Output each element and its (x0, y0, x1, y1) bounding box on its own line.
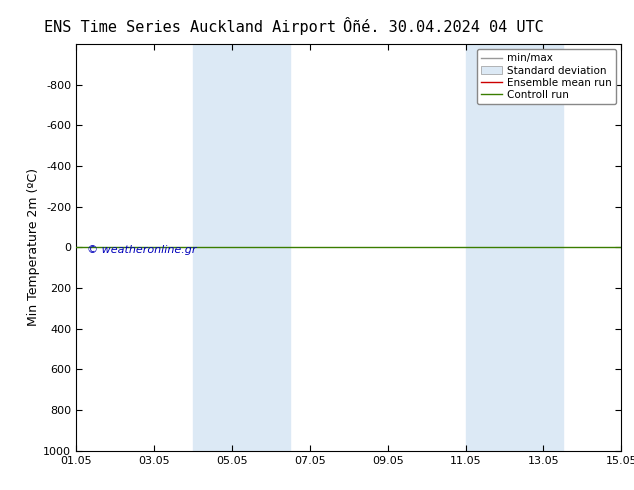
Bar (193, 44, 290, 451)
Text: Ôñé. 30.04.2024 04 UTC: Ôñé. 30.04.2024 04 UTC (344, 20, 544, 35)
Y-axis label: Min Temperature 2m (ºC): Min Temperature 2m (ºC) (27, 169, 41, 326)
Bar (465, 44, 563, 451)
Legend: min/max, Standard deviation, Ensemble mean run, Controll run: min/max, Standard deviation, Ensemble me… (477, 49, 616, 104)
Text: ENS Time Series Auckland Airport: ENS Time Series Auckland Airport (44, 20, 336, 35)
Text: © weatheronline.gr: © weatheronline.gr (87, 245, 197, 255)
